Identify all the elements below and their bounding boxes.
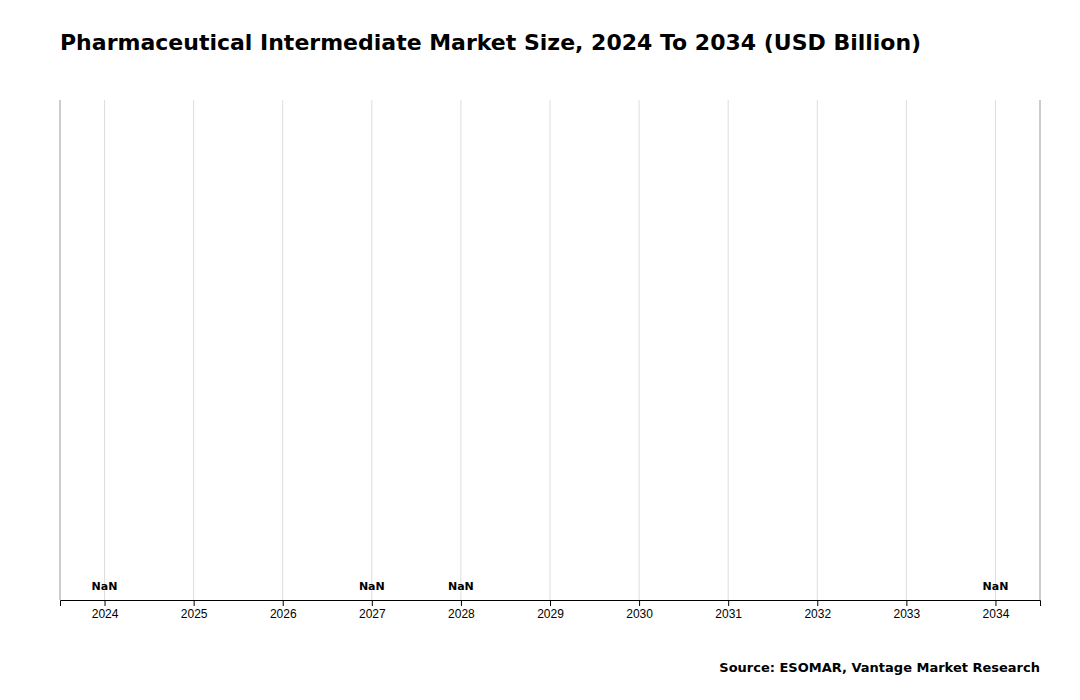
x-tick: 2025 [181,600,208,621]
x-tick-label: 2030 [626,607,653,621]
x-tick-mark [283,600,284,606]
plot-frame [1040,100,1041,600]
grid-line [282,100,283,600]
plot: 2024 2025 2026 2027 2028 2029 2030 2031 2032 2033… [60,100,1041,621]
grid-line [995,100,996,600]
x-tick-mark [550,600,551,606]
x-tick-mark [194,600,195,606]
x-tick-mark [372,600,373,606]
x-tick-mark [105,600,106,606]
x-tick-mark [906,600,907,606]
plot-frame [60,100,61,600]
x-axis-line [61,601,1041,607]
grid-line [906,100,907,600]
x-tick-mark [995,600,996,606]
grid-line [460,100,461,600]
x-tick: 2026 [270,600,297,621]
x-tick-label: 2031 [715,607,742,621]
x-tick-label: 2029 [537,607,564,621]
x-tick: 2028 [448,600,475,621]
annotation: Source: ESOMAR, Vantage Market Research [719,660,1040,675]
grid-line [371,100,372,600]
x-tick-mark [728,600,729,606]
grid-line [639,100,640,600]
x-tick-label: 2027 [359,607,386,621]
x-tick: 2030 [626,600,653,621]
x-tick-label: 2033 [894,607,921,621]
x-tick: 2032 [804,600,831,621]
x-tick: 2029 [537,600,564,621]
x-tick: 2033 [894,600,921,621]
data-labels: NaN NaN NaN NaN [92,580,1009,593]
x-tick-mark [817,600,818,606]
grid-line [193,100,194,600]
x-tick-label: 2034 [983,607,1010,621]
x-tick-label: 2028 [448,607,475,621]
x-tick: 2027 [359,600,386,621]
grid-line [104,100,105,600]
grid-line [728,100,729,600]
x-tick-label: 2024 [92,607,119,621]
x-tick-label: 2025 [181,607,208,621]
x-tick: 2034 [983,600,1010,621]
x-tick-mark [461,600,462,606]
title: Pharmaceutical Intermediate Market Size,… [60,30,921,55]
x-tick-label: 2026 [270,607,297,621]
x-tick-mark [639,600,640,606]
x-axis: 2024 2025 2026 2027 2028 2029 2030 2031 2032 2033… [61,600,1041,621]
grid [105,100,996,600]
chart: Pharmaceutical Intermediate Market Size,… [0,0,1080,700]
grid-line [817,100,818,600]
x-tick-label: 2032 [804,607,831,621]
data-label: NaN [359,580,385,593]
data-label: NaN [983,580,1009,593]
grid-line [550,100,551,600]
x-tick: 2024 [92,600,119,621]
x-tick: 2031 [715,600,742,621]
data-label: NaN [448,580,474,593]
data-label: NaN [92,580,118,593]
